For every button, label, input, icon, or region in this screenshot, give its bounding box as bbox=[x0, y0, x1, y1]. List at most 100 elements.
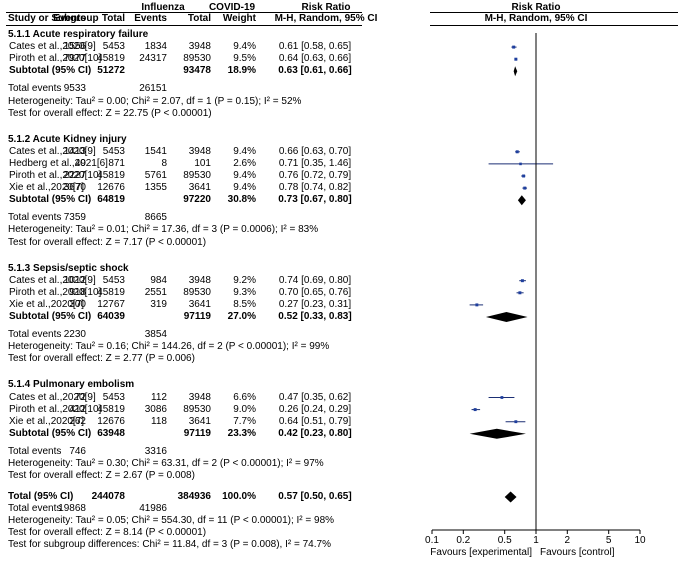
weight: 9.5% bbox=[233, 53, 256, 65]
study-point-estimate bbox=[475, 303, 479, 307]
study-point-estimate bbox=[522, 174, 526, 178]
total-events-label: Total events bbox=[8, 212, 62, 224]
events-1: 412 bbox=[69, 403, 86, 415]
col-events-2: Events bbox=[134, 13, 167, 24]
study-name: Piroth et al.,2020[10] bbox=[9, 286, 102, 298]
weight: 7.7% bbox=[233, 415, 256, 427]
total-1: 5453 bbox=[102, 274, 125, 286]
subtotal-total-2: 97220 bbox=[183, 194, 211, 206]
weight: 9.4% bbox=[233, 170, 256, 181]
total-2: 89530 bbox=[183, 53, 211, 65]
total-1: 5453 bbox=[102, 391, 125, 403]
total-events-label: Total events bbox=[8, 503, 62, 515]
subtotal-diamond bbox=[469, 428, 526, 439]
study-name: Cates et al.,2020[9] bbox=[9, 274, 96, 286]
subgroup-title: 5.1.3 Sepsis/septic shock bbox=[8, 262, 129, 274]
study-point-estimate bbox=[514, 57, 518, 61]
events-1: 1413 bbox=[63, 145, 86, 157]
favours-control-label: Favours [control] bbox=[540, 547, 615, 558]
weight: 9.2% bbox=[233, 274, 256, 286]
total-events-1: 7359 bbox=[63, 212, 86, 224]
subtotal-total-1: 64039 bbox=[97, 311, 125, 322]
events-1: 1012 bbox=[63, 274, 86, 286]
weight: 2.6% bbox=[233, 157, 256, 169]
events-2: 8 bbox=[161, 157, 167, 169]
risk-ratio-ci: 0.61 [0.58, 0.65] bbox=[278, 41, 352, 53]
subtotal-diamond bbox=[517, 195, 526, 206]
weight: 9.4% bbox=[233, 41, 256, 53]
col-method-left: M-H, Random, 95% CI bbox=[274, 13, 378, 24]
risk-ratio-ci: 0.64 [0.63, 0.66] bbox=[278, 53, 352, 65]
events-2: 319 bbox=[150, 298, 167, 310]
overall-effect-text: Test for overall effect: Z = 2.77 (P = 0… bbox=[8, 353, 195, 365]
total-events-label: Total events bbox=[8, 329, 62, 341]
total-1: 45819 bbox=[97, 170, 125, 181]
weight: 8.5% bbox=[233, 298, 256, 310]
risk-ratio-ci: 0.47 [0.35, 0.62] bbox=[278, 391, 352, 403]
total-events-label: Total events bbox=[8, 83, 62, 95]
total-events-2: 26151 bbox=[139, 83, 167, 95]
total-1: 12676 bbox=[97, 415, 125, 427]
total-events-2: 3316 bbox=[144, 445, 167, 457]
events-2: 5761 bbox=[144, 170, 167, 181]
study-point-estimate bbox=[519, 162, 522, 166]
study-name: Xie et al.,2020[7] bbox=[9, 298, 85, 310]
risk-ratio-ci: 0.66 [0.63, 0.70] bbox=[278, 145, 352, 157]
study-point-estimate bbox=[523, 186, 527, 190]
x-axis-tick-label: 10 bbox=[634, 535, 646, 546]
risk-ratio-ci: 0.76 [0.72, 0.79] bbox=[278, 170, 352, 181]
subtotal-label: Subtotal (95% CI) bbox=[9, 311, 92, 322]
total-overall-effect-text: Test for overall effect: Z = 8.14 (P < 0… bbox=[8, 527, 207, 539]
total-events-1: 19868 bbox=[58, 503, 86, 515]
subtotal-label: Subtotal (95% CI) bbox=[9, 65, 92, 77]
heterogeneity-text: Heterogeneity: Tau² = 0.16; Chi² = 144.2… bbox=[8, 341, 330, 353]
header-rule-top-right bbox=[430, 12, 678, 13]
total-events-2: 3854 bbox=[144, 329, 167, 341]
total-heterogeneity-text: Heterogeneity: Tau² = 0.05; Chi² = 554.3… bbox=[8, 515, 335, 527]
risk-ratio-ci: 0.71 [0.35, 1.46] bbox=[278, 157, 352, 169]
events-2: 1834 bbox=[144, 41, 167, 53]
total-2: 3948 bbox=[188, 391, 211, 403]
study-name: Hedberg et al.,2021[6] bbox=[9, 157, 108, 169]
subgroup-title: 5.1.4 Pulmonary embolism bbox=[8, 379, 135, 391]
risk-ratio-ci: 0.26 [0.24, 0.29] bbox=[278, 403, 352, 415]
total-1: 45819 bbox=[97, 286, 125, 298]
total-1: 45819 bbox=[97, 403, 125, 415]
events-2: 1541 bbox=[144, 145, 167, 157]
total-1: 5453 bbox=[102, 41, 125, 53]
x-axis-tick-label: 5 bbox=[605, 535, 612, 546]
study-name: Cates et al.,2020[9] bbox=[9, 41, 96, 53]
total-events-label: Total events bbox=[8, 445, 62, 457]
col-total-2: Total bbox=[187, 13, 211, 24]
total-2: 3641 bbox=[188, 182, 211, 194]
total-events-2: 8665 bbox=[144, 212, 167, 224]
subtotal-diamond bbox=[513, 66, 518, 77]
heterogeneity-text: Heterogeneity: Tau² = 0.30; Chi² = 63.31… bbox=[8, 458, 324, 469]
risk-ratio-ci: 0.64 [0.51, 0.79] bbox=[278, 415, 352, 427]
study-point-estimate bbox=[520, 279, 524, 283]
x-axis-tick-label: 0.2 bbox=[456, 535, 471, 546]
header-rule-top bbox=[6, 12, 362, 13]
total-2: 89530 bbox=[183, 403, 211, 415]
study-name: Xie et al.,2020[7] bbox=[9, 415, 85, 427]
group2-title: COVID-19 bbox=[208, 2, 256, 13]
events-1: 72 bbox=[74, 391, 86, 403]
subtotal-risk-ratio-ci: 0.42 [0.23, 0.80] bbox=[278, 427, 352, 439]
events-1: 1556 bbox=[63, 41, 86, 53]
events-2: 2551 bbox=[144, 286, 167, 298]
events-1: 2227 bbox=[63, 170, 86, 181]
header-rule-bottom-right bbox=[430, 25, 678, 26]
study-point-estimate bbox=[514, 420, 518, 424]
study-name: Cates et al.,2020[9] bbox=[9, 145, 96, 157]
study-name: Piroth et al.,2020[10] bbox=[9, 170, 102, 181]
x-axis-tick-label: 0.5 bbox=[497, 535, 512, 546]
events-2: 112 bbox=[151, 391, 167, 403]
total-2: 89530 bbox=[183, 286, 211, 298]
events-1: 918 bbox=[69, 286, 86, 298]
subtotal-label: Subtotal (95% CI) bbox=[9, 194, 92, 206]
subtotal-diamond bbox=[485, 312, 528, 322]
subtotal-total-1: 64819 bbox=[97, 194, 125, 206]
col-study: Study or Subgroup bbox=[8, 13, 99, 24]
total-events-1: 9533 bbox=[63, 83, 86, 95]
